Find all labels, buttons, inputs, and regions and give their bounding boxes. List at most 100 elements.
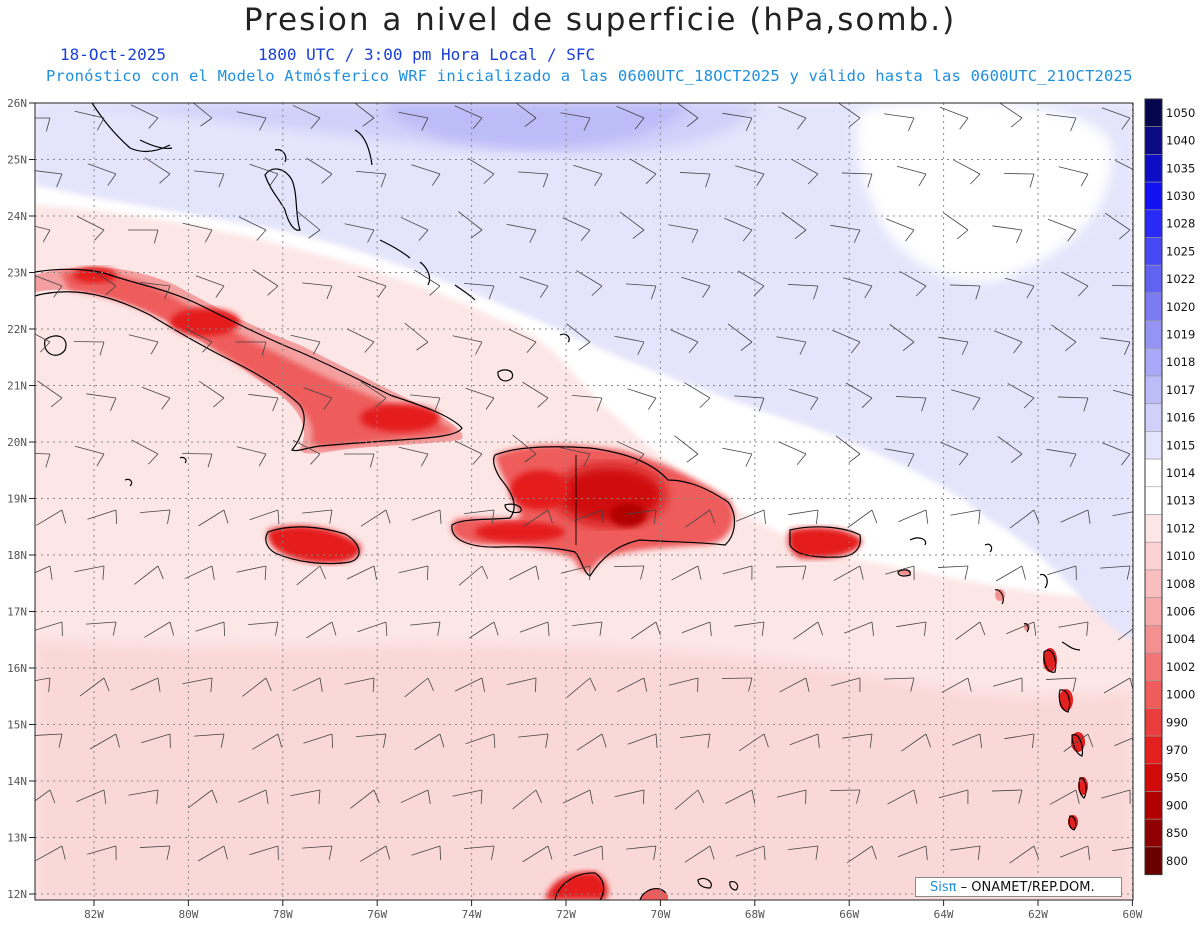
valid-time: 1800 UTC / 3:00 pm Hora Local / SFC — [258, 45, 596, 64]
wind-barb — [182, 677, 213, 692]
wind-barb — [621, 902, 650, 921]
hispaniola-low — [451, 445, 734, 572]
wind-barb — [399, 902, 428, 916]
wind-barb — [134, 565, 164, 585]
wind-barb — [1047, 565, 1077, 581]
wind-barb — [613, 565, 645, 580]
colorbar-label: 1018 — [1166, 355, 1195, 369]
wind-barb — [522, 845, 553, 863]
wind-barb — [302, 845, 333, 860]
colorbar-swatch — [1144, 680, 1163, 709]
wind-barb — [464, 845, 495, 860]
wind-barb — [1049, 789, 1080, 805]
lon-label: 70W — [650, 908, 670, 921]
wind-barb — [128, 334, 159, 355]
wind-barb — [452, 789, 483, 804]
wind-barb — [290, 334, 321, 355]
wind-barb — [89, 733, 120, 750]
wind-barb — [249, 845, 279, 861]
wind-barb — [37, 380, 63, 408]
colorbar-swatch — [1144, 209, 1163, 238]
model-info-line: Pronóstico con el Modelo Atmósferico WRF… — [46, 67, 1133, 85]
wind-barb — [236, 111, 267, 131]
wind-barb — [509, 565, 540, 580]
lon-label: 60W — [1122, 908, 1142, 921]
wind-barb — [1063, 733, 1094, 752]
wind-barb — [791, 159, 819, 185]
wind-barb — [86, 393, 117, 411]
wind-barb — [573, 509, 604, 524]
colorbar-swatch — [1144, 569, 1163, 598]
wind-barb — [842, 172, 873, 188]
wind-barb — [182, 222, 213, 243]
colorbar-label: 1022 — [1166, 272, 1195, 286]
wind-barb — [1101, 107, 1131, 130]
wind-barb — [128, 789, 159, 804]
wind-barb — [468, 158, 495, 184]
wind-barb — [562, 217, 591, 242]
wind-barb — [197, 845, 228, 862]
colorbar-swatch — [1144, 514, 1163, 543]
wind-barb — [354, 103, 375, 127]
wind-barb — [1006, 621, 1037, 636]
wind-barb — [198, 380, 225, 408]
wind-barb — [616, 440, 645, 465]
wind-barb — [951, 389, 981, 411]
wind-barb — [35, 789, 56, 804]
wind-barb — [950, 284, 981, 300]
wind-barb — [74, 565, 105, 580]
wind-barb — [296, 902, 325, 920]
wind-barb — [627, 733, 658, 748]
wind-barb — [884, 448, 915, 467]
wind-barb — [994, 330, 1023, 354]
wind-barb — [1060, 845, 1090, 860]
wind-barb — [627, 388, 657, 410]
wind-barb — [572, 621, 603, 636]
wind-barb — [296, 565, 326, 586]
wind-barb — [346, 328, 375, 353]
wind-barb — [842, 733, 873, 748]
wind-barb — [938, 789, 969, 805]
lon-label: 68W — [745, 908, 765, 921]
wind-barb — [573, 164, 603, 187]
wind-barb — [995, 565, 1026, 582]
wind-barb — [901, 733, 932, 752]
wind-barb — [130, 104, 159, 129]
lat-label: 24N — [7, 210, 27, 223]
wind-barb — [344, 223, 375, 243]
wind-barb — [781, 212, 807, 240]
wind-barb — [737, 270, 765, 297]
wind-barb — [350, 789, 380, 809]
wind-barb — [249, 163, 279, 186]
wind-barb — [738, 733, 769, 752]
colorbar-swatch — [1144, 264, 1163, 294]
lat-label: 22N — [7, 323, 27, 336]
wind-barb — [131, 439, 159, 465]
wind-barb — [236, 446, 267, 467]
wind-barb — [76, 789, 107, 804]
lat-label: 25N — [7, 154, 27, 167]
colorbar-swatch — [1144, 597, 1163, 626]
wind-barb — [1046, 448, 1077, 467]
wind-barb — [680, 172, 711, 188]
wind-barb — [195, 275, 225, 298]
colorbar-label: 1000 — [1166, 688, 1195, 702]
wind-barb — [884, 113, 915, 131]
wind-barb — [302, 509, 333, 524]
wind-barb — [953, 159, 981, 185]
wind-barb — [236, 565, 267, 580]
wind-barb — [566, 323, 591, 351]
colorbar-label: 1004 — [1166, 632, 1195, 646]
wind-barb — [519, 621, 550, 636]
wind-barb — [1004, 277, 1035, 299]
wind-barb — [576, 733, 607, 751]
wind-barb — [306, 157, 333, 184]
wind-barb — [512, 789, 542, 810]
wind-barb — [1007, 383, 1035, 409]
map-title: Presion a nivel de superficie (hPa,somb.… — [243, 2, 957, 38]
colorbar-label: 1028 — [1166, 217, 1195, 231]
wind-barb — [992, 789, 1023, 804]
wind-barb — [238, 216, 267, 241]
wind-barb — [242, 677, 272, 697]
wind-barb — [236, 902, 266, 916]
